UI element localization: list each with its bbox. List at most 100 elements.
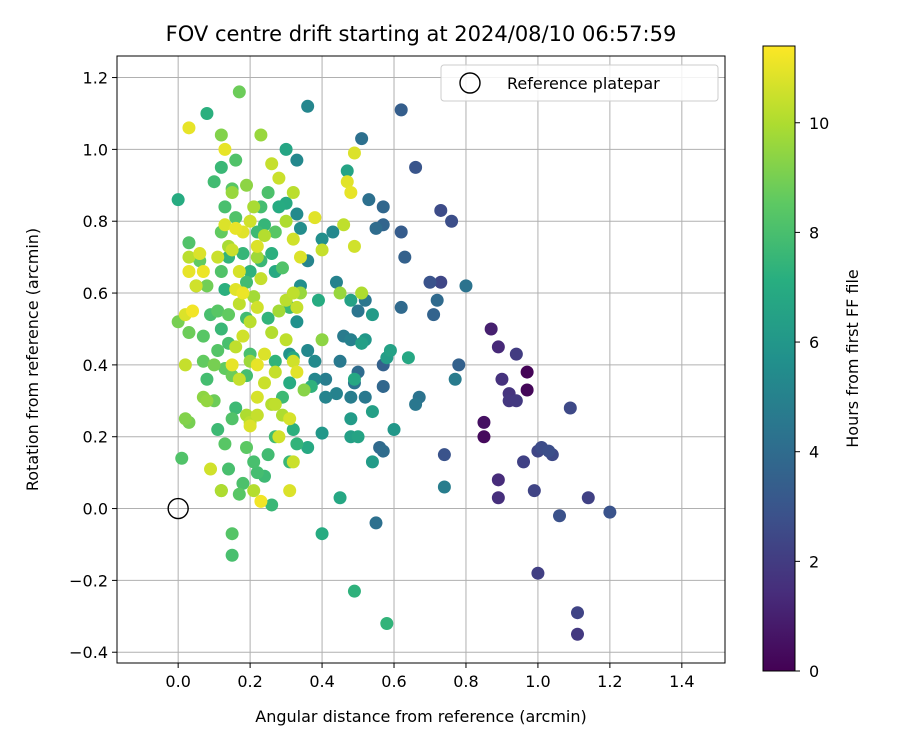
x-tick-label: 0.2 [237, 672, 262, 691]
data-point [247, 484, 261, 498]
data-point [182, 265, 196, 279]
data-point [344, 390, 358, 404]
data-point [236, 476, 250, 490]
data-point [214, 128, 228, 142]
data-point [290, 153, 304, 167]
y-tick-label: 1.0 [83, 140, 108, 159]
data-point [229, 211, 243, 225]
data-point [423, 275, 437, 289]
data-point [240, 178, 254, 192]
data-point [265, 157, 279, 171]
y-tick-label: −0.4 [69, 643, 108, 662]
data-point [265, 247, 279, 261]
data-point [290, 207, 304, 221]
data-point [250, 239, 264, 253]
data-point [394, 300, 408, 314]
data-point [329, 387, 343, 401]
data-point [261, 185, 275, 199]
data-point [200, 279, 214, 293]
data-point [275, 261, 289, 275]
data-point [603, 505, 617, 519]
data-point [319, 390, 333, 404]
x-tick-label: 1.4 [669, 672, 694, 691]
x-axis-label: Angular distance from reference (arcmin) [255, 707, 586, 726]
data-point [326, 225, 340, 239]
data-point [211, 344, 225, 358]
data-point [189, 279, 203, 293]
data-point [250, 408, 264, 422]
data-point [520, 383, 534, 397]
data-point [329, 275, 343, 289]
data-point [286, 185, 300, 199]
data-point [365, 308, 379, 322]
data-point [222, 462, 236, 476]
data-point [290, 365, 304, 379]
data-point [358, 390, 372, 404]
colorbar-ticks: 0 2 4 6 8 10 [795, 114, 829, 681]
data-point [340, 175, 354, 189]
data-point [178, 358, 192, 372]
data-point [401, 351, 415, 365]
legend-box [440, 64, 719, 102]
data-point [520, 365, 534, 379]
y-tick-label: −0.2 [69, 571, 108, 590]
data-point [211, 250, 225, 264]
data-point [347, 146, 361, 160]
y-axis-label: Rotation from reference (arcmin) [23, 228, 42, 491]
data-point [268, 365, 282, 379]
data-point [211, 423, 225, 437]
y-tick-label: 0.8 [83, 212, 108, 231]
data-point [258, 229, 272, 243]
data-point [218, 200, 232, 214]
data-point [225, 243, 239, 257]
data-point [268, 397, 282, 411]
data-point [254, 128, 268, 142]
data-point [283, 484, 297, 498]
data-point [344, 333, 358, 347]
data-point [315, 232, 329, 246]
data-point [232, 297, 246, 311]
data-point [214, 160, 228, 174]
data-point [398, 250, 412, 264]
data-point [527, 484, 541, 498]
data-point [225, 412, 239, 426]
chart-title: FOV centre drift starting at 2024/08/10 … [166, 22, 677, 46]
data-point [376, 444, 390, 458]
data-point [225, 527, 239, 541]
data-point [308, 211, 322, 225]
data-point [344, 185, 358, 199]
data-point [261, 311, 275, 325]
data-point [265, 326, 279, 340]
data-point [542, 444, 556, 458]
data-point [509, 347, 523, 361]
data-point [258, 376, 272, 390]
x-tick-label: 1.0 [525, 672, 550, 691]
data-point [207, 175, 221, 189]
data-point [171, 193, 185, 207]
x-tick-label: 0.4 [309, 672, 334, 691]
data-point [204, 462, 218, 476]
data-point [315, 243, 329, 257]
data-point [308, 354, 322, 368]
data-point [286, 423, 300, 437]
data-point [337, 218, 351, 232]
data-point [218, 218, 232, 232]
data-point [581, 491, 595, 505]
data-point [293, 250, 307, 264]
data-point [225, 548, 239, 562]
data-point [211, 304, 225, 318]
data-point [347, 239, 361, 253]
data-point [214, 322, 228, 336]
x-tick-label: 1.2 [597, 672, 622, 691]
data-point [175, 451, 189, 465]
data-point [355, 132, 369, 146]
data-point [570, 627, 584, 641]
data-point [491, 491, 505, 505]
data-point [409, 160, 423, 174]
data-point [218, 437, 232, 451]
legend: Reference platepar [440, 64, 719, 102]
data-point [383, 344, 397, 358]
data-point [477, 415, 491, 429]
data-point [250, 390, 264, 404]
